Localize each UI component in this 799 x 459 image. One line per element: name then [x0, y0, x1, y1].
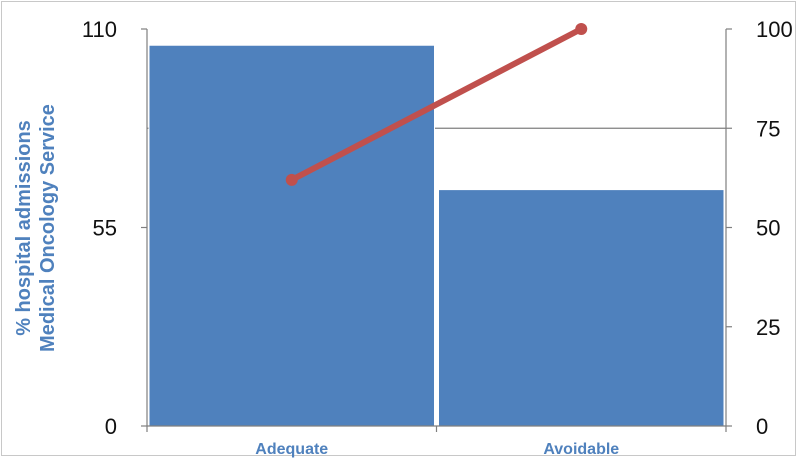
line-point-adequate: [285, 173, 298, 186]
cumulative-line-path: [288, 26, 585, 183]
bar-avoidable: [438, 189, 725, 427]
right-tick-label-0: 0: [756, 414, 768, 439]
y-axis-label-line-1: % hospital admissions: [13, 120, 35, 336]
right-tick-label-75: 75: [756, 116, 780, 141]
right-tick-label-50: 50: [756, 216, 780, 241]
x-tick-label-avoidable: Avoidable: [543, 441, 619, 458]
left-tick-label-55: 55: [93, 216, 117, 241]
cumulative-line: [285, 23, 588, 186]
y-axis-label-line-2: Medical Oncology Service: [37, 104, 59, 352]
left-tick-label-110: 110: [82, 17, 117, 42]
bar-adequate: [148, 44, 435, 427]
right-tick-label-100: 100: [756, 17, 793, 42]
left-tick-label-0: 0: [105, 414, 117, 439]
right-tick-label-25: 25: [756, 315, 780, 340]
axes: 0 55 110 0 25 50 75 100 Adequate Avoidable: [82, 17, 793, 458]
y-axis-label: % hospital admissions Medical Oncology S…: [13, 104, 59, 352]
line-point-avoidable: [575, 23, 588, 35]
x-tick-label-adequate: Adequate: [255, 441, 328, 458]
bars: [148, 44, 725, 427]
